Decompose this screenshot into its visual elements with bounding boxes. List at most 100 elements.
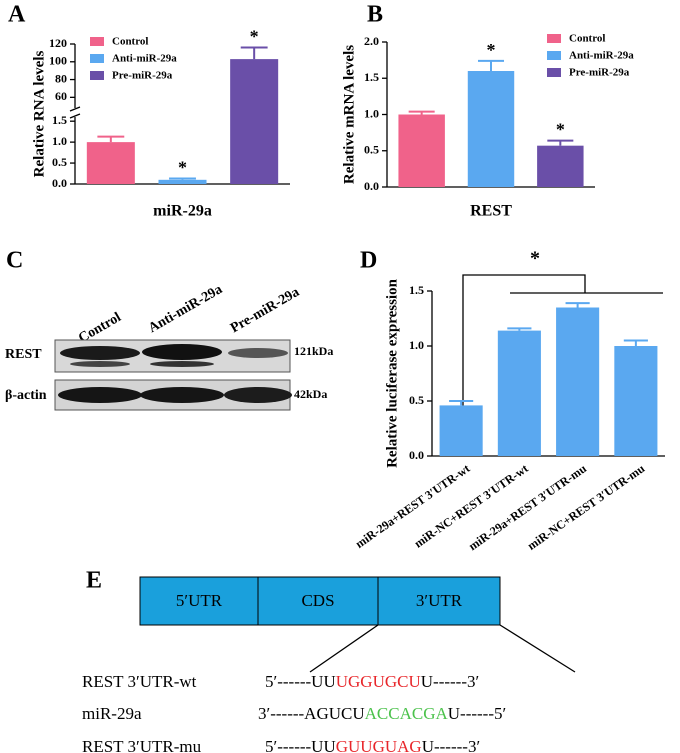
- y-tick-label: 1.5: [409, 283, 424, 297]
- lane-label: Pre-miR-29a: [228, 285, 302, 336]
- sequence-part: U------3′: [421, 672, 479, 691]
- bar: [467, 71, 515, 187]
- legend-label: Control: [569, 33, 605, 45]
- band: [58, 387, 142, 403]
- sequence-label: REST 3′UTR-mu: [82, 737, 202, 753]
- sequence-part: ACCACGA: [365, 704, 449, 723]
- y-tick-label: 1.0: [52, 134, 67, 148]
- significance-mark: *: [556, 120, 565, 140]
- y-axis-label: Relative mRNA levels: [341, 45, 357, 184]
- legend-swatch: [547, 68, 561, 77]
- bar: [439, 405, 483, 456]
- sequence-part: 5′------UU: [265, 672, 336, 691]
- x-axis-label: REST: [470, 203, 512, 220]
- legend-label: Anti-miR-29a: [569, 50, 634, 62]
- region: [377, 576, 501, 626]
- bar: [614, 346, 658, 456]
- y-tick-label: 1.0: [409, 338, 424, 352]
- significance-bracket: [462, 274, 663, 447]
- sequence: 3′------AGUCUACCACGAU------5′: [258, 704, 506, 723]
- error-bar: [240, 46, 268, 60]
- y-tick-label: 1.5: [364, 70, 379, 84]
- y-tick-label: 80: [55, 71, 67, 85]
- sequence-part: UGGUGCU: [336, 672, 421, 691]
- row-label: β-actin: [5, 388, 47, 403]
- x-tick-label: miR-NC+REST 3′UTR-mu: [525, 461, 648, 553]
- bar: [398, 114, 445, 187]
- y-tick-label: 0.5: [52, 155, 67, 169]
- band: [70, 361, 130, 367]
- error-bar: [449, 400, 474, 406]
- x-axis-label: miR-29a: [153, 203, 212, 220]
- size-label: 121kDa: [294, 344, 333, 358]
- significance-mark: *: [487, 40, 496, 60]
- panel-label: C: [6, 248, 23, 274]
- bar: [537, 145, 584, 187]
- y-tick-label: 1.5: [52, 113, 67, 127]
- bar: [86, 142, 135, 184]
- y-tick-label: 120: [49, 36, 67, 50]
- bar: [230, 59, 279, 184]
- legend-swatch: [90, 71, 104, 80]
- zoom-line: [309, 624, 576, 673]
- sequence-label: miR-29a: [82, 704, 142, 723]
- size-label: 42kDa: [294, 387, 327, 401]
- bar: [158, 179, 207, 184]
- legend-swatch: [547, 34, 561, 43]
- error-bar: [547, 139, 574, 146]
- legend-swatch: [547, 51, 561, 60]
- significance-mark: *: [178, 158, 187, 178]
- region-label: 5′UTR: [176, 591, 223, 610]
- lane-label: Anti-miR-29a: [146, 282, 225, 336]
- error-bar: [97, 135, 125, 143]
- sequence-part: U------5′: [448, 704, 506, 723]
- significance-mark: *: [250, 27, 259, 47]
- legend-swatch: [90, 54, 104, 63]
- y-tick-label: 2.0: [364, 34, 379, 48]
- region: [139, 576, 259, 626]
- panel-label: B: [367, 2, 383, 28]
- y-axis-label: Relative luciferase expression: [384, 278, 400, 468]
- gene-diagram: 5′UTR CDS 3′UTR: [139, 576, 576, 673]
- sequence-part: 5′------UU: [265, 737, 336, 753]
- band: [60, 346, 140, 360]
- error-bar: [507, 327, 532, 331]
- sequence-part: GUUGUAG: [336, 737, 422, 753]
- y-tick-label: 0.5: [409, 393, 424, 407]
- bar: [497, 330, 541, 456]
- region: [257, 576, 379, 626]
- y-tick-label: 0.0: [364, 179, 379, 193]
- bar: [556, 307, 600, 456]
- row-label: REST: [5, 347, 42, 362]
- band: [228, 348, 288, 358]
- legend-label: Anti-miR-29a: [112, 53, 177, 65]
- y-tick-label: 100: [49, 54, 67, 68]
- error-bar: [169, 177, 196, 180]
- error-bar: [408, 110, 435, 115]
- legend-label: Pre-miR-29a: [569, 67, 630, 79]
- y-tick-label: 60: [55, 89, 67, 103]
- error-bar: [565, 302, 590, 308]
- error-bar: [477, 59, 505, 71]
- western-blot: Control Anti-miR-29a Pre-miR-29a REST β-…: [5, 282, 333, 411]
- significance-mark: *: [530, 248, 540, 270]
- sequence-label: REST 3′UTR-wt: [82, 672, 197, 691]
- panel-label: A: [8, 2, 26, 28]
- sequence-part: 3′------AGUCU: [258, 704, 365, 723]
- band: [150, 361, 214, 367]
- band: [224, 387, 292, 403]
- y-tick-label: 0.0: [52, 176, 67, 190]
- legend-label: Control: [112, 36, 148, 48]
- y-axis-label: Relative RNA levels: [31, 51, 47, 178]
- band: [140, 387, 224, 403]
- sequence: 5′------UUUGGUGCUU------3′: [265, 672, 479, 691]
- region-label: CDS: [301, 591, 334, 610]
- error-bar: [623, 339, 648, 346]
- panel-label: E: [86, 568, 102, 594]
- band: [142, 344, 222, 360]
- panel-label: D: [360, 248, 377, 274]
- sequence: 5′------UUGUUGUAGU------3′: [265, 737, 480, 753]
- legend-label: Pre-miR-29a: [112, 70, 173, 82]
- sequence-part: U------3′: [422, 737, 480, 753]
